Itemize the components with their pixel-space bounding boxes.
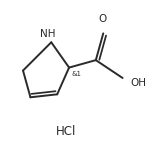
Text: O: O (98, 14, 107, 24)
Text: &1: &1 (71, 71, 81, 77)
Text: NH: NH (40, 29, 55, 39)
Text: HCl: HCl (56, 125, 76, 138)
Text: OH: OH (131, 78, 147, 88)
